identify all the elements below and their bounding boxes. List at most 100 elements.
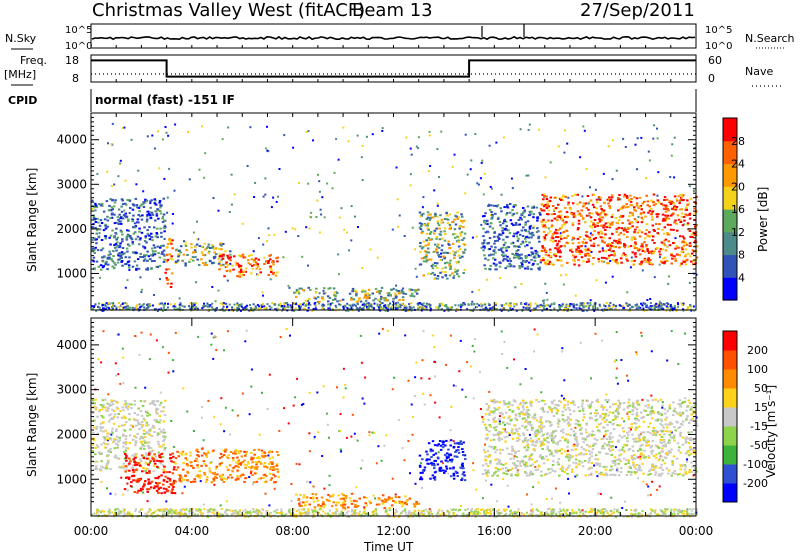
echo-cell (127, 260, 131, 263)
nearrange-cell (240, 514, 243, 517)
nearrange-cell (166, 306, 169, 309)
nearrange-cell (525, 511, 528, 514)
scatter-cell (91, 208, 94, 210)
echo-cell (133, 453, 137, 456)
scatter-cell (393, 376, 396, 379)
echo-cell (578, 250, 582, 253)
scatter-cell (354, 215, 356, 218)
echo-cell (118, 244, 121, 247)
scatter-cell (409, 472, 411, 475)
echo-cell (137, 267, 141, 270)
scatter-cell (312, 139, 314, 142)
echo-cell (671, 207, 674, 210)
echo-cell (97, 451, 101, 454)
scatter-cell (164, 126, 167, 128)
echo-cell (103, 406, 107, 409)
echo-cell (125, 263, 128, 265)
nearrange-cell (505, 513, 508, 516)
echo-cell (238, 254, 241, 257)
echo-cell (220, 253, 224, 256)
nearrange-cell (412, 513, 415, 516)
scatter-cell (350, 435, 353, 438)
scatter-cell (372, 494, 375, 497)
echo-cell (513, 254, 517, 256)
nearrange-cell (183, 509, 186, 512)
echo-cell (666, 233, 670, 236)
echo-cell (491, 227, 495, 230)
echo-cell (573, 263, 576, 266)
echo-cell (663, 239, 666, 242)
scatter-cell (187, 130, 189, 133)
scatter-cell (571, 238, 574, 241)
echo-cell (159, 244, 163, 247)
echo-cell (252, 260, 256, 263)
scatter-cell (112, 403, 115, 406)
scatter-cell (484, 443, 486, 446)
scatter-cell (414, 482, 417, 485)
echo-cell (599, 212, 603, 215)
echo-cell (620, 261, 623, 264)
scatter-cell (182, 387, 185, 390)
scatter-cell (230, 173, 233, 176)
echo-cell (214, 247, 218, 250)
scatter-cell (473, 350, 476, 353)
nearrange-cell (552, 511, 555, 514)
nearrange-cell (567, 307, 570, 310)
echo-cell (617, 239, 620, 242)
echo-cell (436, 243, 440, 246)
nearrange-cell (225, 302, 228, 305)
echo-cell (519, 243, 523, 246)
nearrange-cell (550, 509, 553, 512)
nearrange-cell (481, 304, 484, 307)
echo-cell (309, 288, 312, 291)
echo-cell (143, 240, 147, 242)
nearrange-cell (176, 513, 179, 516)
echo-cell (635, 197, 639, 200)
scatter-cell (641, 398, 644, 401)
scatter-cell (550, 411, 553, 414)
echo-cell (680, 215, 684, 218)
echo-cell (593, 230, 596, 233)
scatter-cell (519, 462, 522, 465)
echo-cell (683, 219, 686, 222)
echo-cell (554, 252, 557, 255)
echo-cell (529, 254, 532, 257)
nearrange-cell (523, 302, 526, 305)
nearrange-cell (467, 303, 470, 306)
echo-cell (124, 449, 128, 452)
nearrange-cell (195, 302, 198, 305)
nearrange-cell (589, 304, 592, 307)
nearrange-cell (673, 308, 676, 310)
scatter-cell (252, 483, 254, 486)
echo-cell (459, 232, 462, 235)
echo-cell (138, 230, 141, 233)
echo-cell (267, 262, 270, 264)
nearrange-cell (260, 304, 263, 307)
scatter-cell (616, 382, 619, 385)
echo-cell (451, 272, 454, 275)
scatter-cell (410, 403, 413, 406)
echo-cell (113, 246, 117, 249)
scatter-cell (159, 391, 162, 394)
echo-cell (94, 468, 97, 471)
echo-cell (688, 217, 692, 220)
echo-cell (361, 290, 364, 293)
echo-cell (458, 256, 462, 259)
echo-cell (571, 195, 574, 198)
echo-cell (608, 249, 611, 251)
scatter-cell (404, 334, 407, 337)
nearrange-cell (155, 308, 158, 311)
scatter-cell (417, 136, 420, 139)
nearrange-cell (542, 304, 545, 307)
echo-cell (503, 206, 506, 209)
nearrange-cell (596, 307, 599, 310)
echo-cell (155, 458, 158, 461)
echo-cell (457, 240, 460, 243)
scatter-cell (338, 216, 341, 219)
nearrange-cell (560, 510, 563, 512)
echo-cell (493, 258, 497, 261)
echo-cell (491, 214, 495, 217)
echo-cell (364, 294, 368, 297)
nearrange-cell (243, 513, 246, 516)
nearrange-cell (394, 508, 397, 511)
